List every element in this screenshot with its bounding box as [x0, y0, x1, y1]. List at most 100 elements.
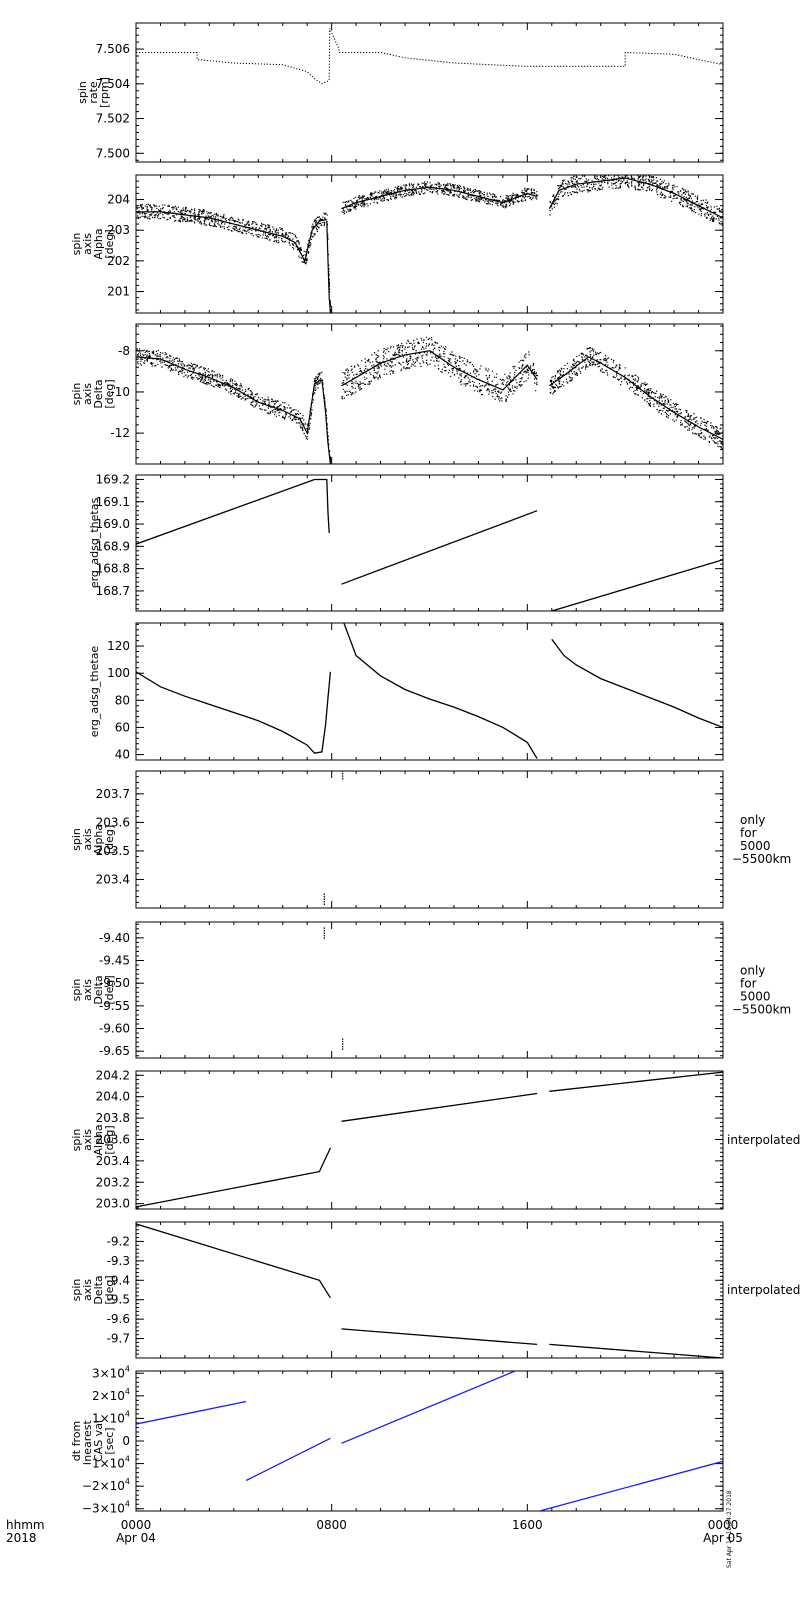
series-line — [136, 1400, 247, 1425]
y-axis-label: Alpha — [92, 1124, 105, 1155]
y-tick-label: 203.6 — [96, 1132, 130, 1146]
series-center — [548, 177, 723, 219]
y-tick-label: -10 — [110, 385, 130, 399]
y-axis-label: dt from — [70, 1421, 83, 1461]
y-axis-label: spin — [76, 81, 89, 104]
y-axis-label: [deg] — [103, 1275, 116, 1304]
series-center — [341, 186, 538, 210]
data-points — [136, 203, 328, 265]
y-tick-label: 168.8 — [96, 562, 130, 576]
data-layer — [136, 175, 723, 313]
y-tick-label: 201 — [107, 285, 130, 299]
y-axis-label: axis — [81, 979, 94, 1001]
data-layer — [136, 1223, 723, 1358]
panel-10: 3×104 2×104 1×104 0 −1×104 −2×104 −3×104 dt fro… — [70, 1364, 724, 1516]
y-tick-label: 204 — [107, 193, 130, 207]
x-tick-date: Apr 04 — [116, 1531, 156, 1545]
y-axis-label: spin — [70, 233, 83, 256]
series-line — [551, 638, 723, 729]
data-points — [341, 336, 539, 402]
x-corner-label: hhmm — [6, 1518, 45, 1532]
y-tick-label: -9.3 — [107, 1254, 130, 1268]
y-tick-label: -9.6 — [107, 1312, 130, 1326]
right-note: interpolated — [727, 1133, 800, 1147]
y-tick-label: -9.5 — [107, 1293, 130, 1307]
y-axis-label: [rpm] — [98, 77, 111, 108]
right-note: only — [740, 964, 765, 978]
y-tick-label: −1×104 — [82, 1455, 130, 1471]
data-layer — [323, 771, 344, 906]
series-line — [549, 1343, 723, 1358]
y-axis-label: Alpha — [92, 228, 105, 259]
y-axis-label: erg_adsg_thetas — [88, 498, 101, 589]
y-tick-label: 169.1 — [96, 495, 130, 509]
right-note: 5000 — [740, 990, 771, 1004]
y-tick-label: 1×104 — [92, 1409, 130, 1425]
y-axis-label: axis — [81, 233, 94, 255]
y-axis-label: Delta — [92, 379, 105, 408]
y-axis-label: axis — [81, 1129, 94, 1151]
y-tick-label: 100 — [107, 666, 130, 680]
series-center — [136, 356, 323, 436]
y-axis-label: spin — [70, 828, 83, 851]
y-tick-label: -9.60 — [99, 1022, 130, 1036]
data-layer — [136, 1071, 723, 1208]
y-tick-label: -9.65 — [99, 1044, 130, 1058]
series-center — [548, 356, 723, 440]
series-line — [549, 1071, 723, 1092]
y-tick-label: 120 — [107, 639, 130, 653]
y-axis-label: nearest — [81, 1420, 94, 1462]
y-axis-label: [deg] — [103, 825, 116, 854]
y-axis-label: spin — [70, 1129, 83, 1152]
right-note: for — [740, 826, 757, 840]
y-tick-label: 3×104 — [92, 1364, 130, 1380]
plot-frame — [135, 22, 724, 163]
data-points — [549, 347, 723, 450]
y-axis-label: rate — [87, 81, 100, 104]
y-tick-label: 7.502 — [96, 112, 130, 126]
y-tick-label: 169.0 — [96, 517, 130, 531]
y-tick-label: -9.55 — [99, 999, 130, 1013]
y-tick-label: -9.2 — [107, 1234, 130, 1248]
y-tick-label: 204.2 — [96, 1068, 130, 1082]
right-note: −5500km — [732, 1003, 791, 1017]
y-axis-label: [deg] — [103, 379, 116, 408]
y-axis-label: axis — [81, 828, 94, 850]
x-tick-label: 0800 — [316, 1518, 347, 1532]
footer-note: Sat Apr 14 10:54:27 2018 — [726, 1490, 733, 1568]
y-axis-label: spin — [70, 383, 83, 406]
series-center — [321, 379, 331, 464]
y-tick-label: −3×104 — [82, 1500, 130, 1516]
y-tick-label: 204.0 — [96, 1090, 130, 1104]
panel-4: 168.7 168.8 168.9 169.0 169.1 169.2 erg_adsg_t… — [88, 472, 724, 612]
series-center — [341, 350, 538, 391]
plot-frame — [135, 1370, 724, 1512]
panel-9: -9.2 -9.3 -9.4 -9.5 -9.6 -9.7 spinaxisDelta[de… — [70, 1221, 800, 1359]
series-line — [551, 559, 723, 611]
x-corner-label: 2018 — [6, 1531, 37, 1545]
panel-7: -9.40 -9.45 -9.50 -9.55 -9.60 -9.65 spinaxisDe… — [70, 921, 791, 1059]
x-tick-label: 0000 — [708, 1518, 739, 1532]
plot-frame — [135, 770, 724, 909]
y-tick-label: -8 — [118, 344, 130, 358]
plot-frame — [135, 1070, 724, 1210]
y-axis-label: Delta — [92, 1275, 105, 1304]
series-line — [341, 1328, 538, 1346]
y-tick-label: 203.2 — [96, 1175, 130, 1189]
data-layer — [136, 478, 723, 611]
y-tick-label: 203.6 — [96, 815, 130, 829]
y-tick-label: 7.504 — [96, 77, 130, 91]
series-center — [326, 220, 331, 313]
panel-8: 203.0 203.2 203.4 203.6 203.8 204.0 204.2 spina… — [70, 1068, 800, 1210]
y-tick-label: -9.50 — [99, 976, 130, 990]
y-tick-label: -12 — [110, 426, 130, 440]
y-tick-label: 60 — [115, 720, 130, 734]
plot-frame — [135, 174, 724, 314]
series-line — [341, 1371, 516, 1444]
y-axis-label: [sec] — [103, 1427, 116, 1454]
x-tick-date: Apr 05 — [703, 1531, 743, 1545]
